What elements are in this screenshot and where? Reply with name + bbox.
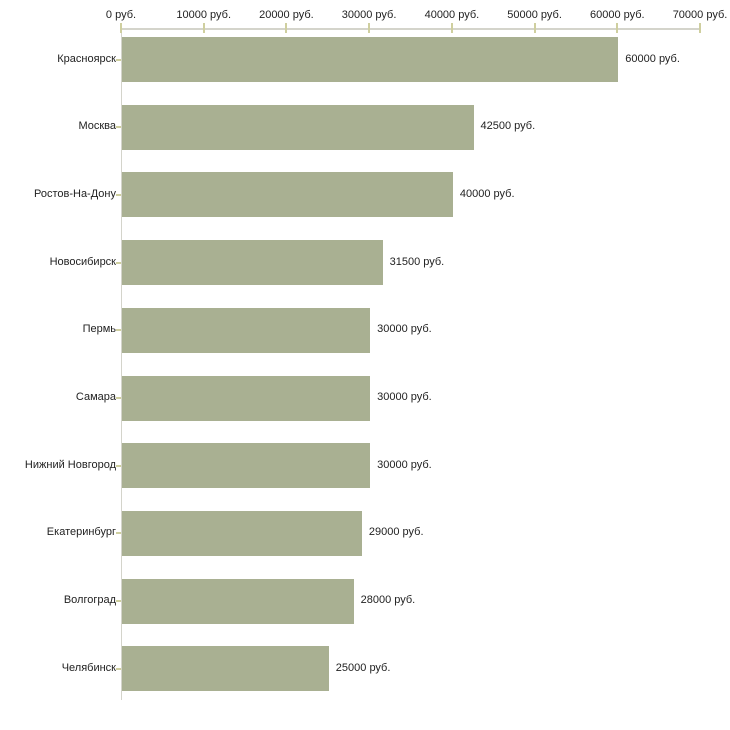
bar (122, 172, 453, 218)
value-label: 29000 руб. (368, 526, 424, 539)
category-label: Самара (75, 391, 116, 403)
x-axis-tick (699, 23, 701, 33)
x-tick-label: 20000 руб. (259, 9, 314, 21)
x-tick-label: 50000 руб. (507, 9, 562, 21)
category-label: Екатеринбург (46, 526, 116, 539)
value-label: 31500 руб. (389, 255, 445, 268)
value-label: 28000 руб. (360, 594, 416, 607)
y-axis-tick (116, 667, 121, 670)
x-axis-tick (368, 23, 371, 33)
x-tick-label: 70000 руб. (672, 9, 728, 21)
y-axis-tick (116, 58, 121, 61)
category-label: Москва (78, 120, 116, 133)
bar (122, 646, 329, 692)
x-axis-tick (202, 23, 205, 33)
y-axis-tick (116, 397, 121, 399)
y-axis-tick (116, 329, 121, 332)
y-axis-tick (116, 600, 121, 603)
bar (122, 240, 383, 286)
category-label: Красноярск (57, 52, 116, 65)
x-tick-label: 0 руб. (105, 9, 137, 21)
x-tick-label: 40000 руб. (424, 9, 480, 21)
bar (122, 37, 619, 82)
bar (122, 510, 362, 556)
y-axis-line (121, 28, 122, 700)
category-label: Новосибирск (49, 255, 116, 268)
y-axis-tick (116, 464, 121, 467)
value-label: 25000 руб. (335, 661, 391, 674)
y-axis-tick (116, 261, 121, 264)
y-axis-tick (116, 193, 121, 196)
value-label: 42500 руб. (480, 120, 536, 133)
x-axis-tick (533, 23, 536, 33)
x-tick-label: 60000 руб. (589, 9, 645, 21)
x-axis-tick (450, 23, 453, 33)
category-label: Нижний Новгород (24, 458, 116, 471)
x-tick-label: 10000 руб. (176, 9, 231, 21)
x-axis-tick (616, 23, 619, 33)
bar (122, 104, 474, 150)
y-axis-tick (116, 532, 121, 535)
x-tick-label: 30000 руб. (341, 9, 397, 21)
value-label: 30000 руб. (377, 323, 432, 336)
category-label: Челябинск (61, 661, 116, 674)
category-label: Пермь (82, 323, 116, 336)
bar (122, 307, 371, 353)
bar (122, 443, 371, 489)
bar (122, 578, 354, 624)
value-label: 30000 руб. (377, 458, 432, 471)
value-label: 40000 руб. (459, 187, 515, 200)
value-label: 60000 руб. (625, 52, 680, 65)
category-label: Ростов-На-Дону (33, 187, 116, 200)
category-label: Волгоград (63, 594, 116, 607)
x-axis-line (121, 28, 701, 30)
bar (122, 375, 371, 421)
x-axis-tick (285, 23, 288, 33)
x-axis-tick (120, 23, 122, 33)
value-label: 30000 руб. (377, 391, 432, 403)
y-axis-tick (116, 126, 121, 129)
